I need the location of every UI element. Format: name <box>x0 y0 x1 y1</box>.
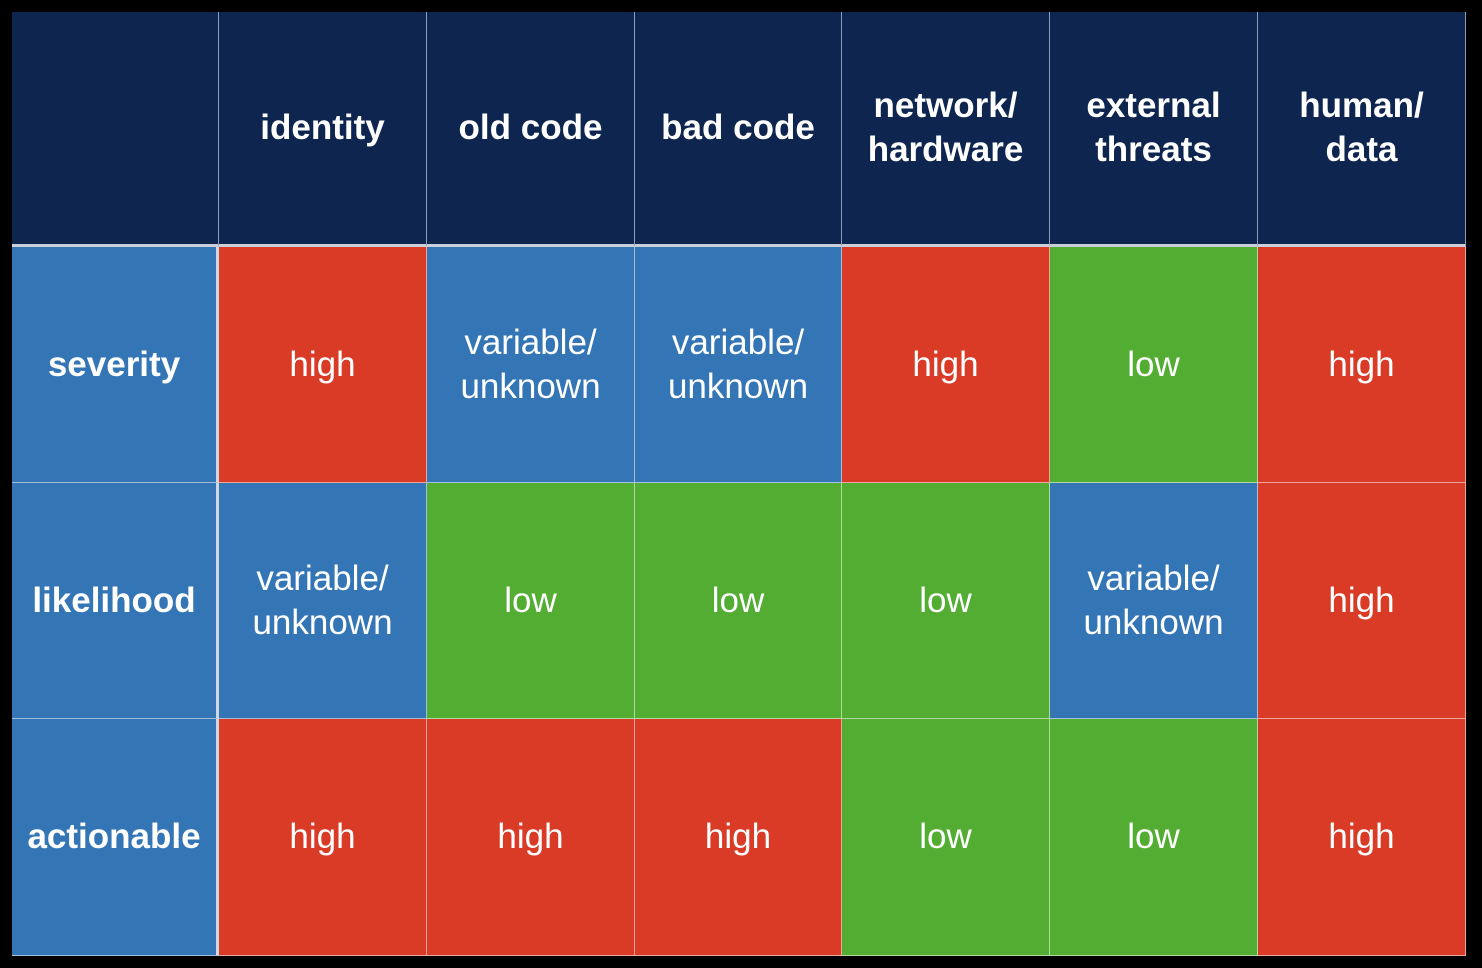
row-header-severity: severity <box>12 247 219 483</box>
cell-value: high <box>289 817 356 857</box>
cell-value: low <box>1127 817 1180 857</box>
table-cell: high <box>635 719 842 956</box>
cell-value: high <box>289 344 356 384</box>
cell-value: high <box>1328 817 1395 857</box>
row-header-likelihood: likelihood <box>12 483 219 719</box>
table-cell: high <box>219 719 427 956</box>
column-header-bad-code: bad code <box>635 12 842 247</box>
cell-value: high <box>704 817 772 857</box>
column-header-label: human/ data <box>1299 86 1424 169</box>
table-cell: low <box>842 483 1050 719</box>
cell-value: high <box>497 817 564 857</box>
column-header-old-code: old code <box>427 12 635 247</box>
table-cell: high <box>842 247 1050 483</box>
table-cell: high <box>1258 719 1466 956</box>
column-header-network-hardware: network/ hardware <box>842 12 1050 247</box>
table-cell: low <box>1050 719 1258 956</box>
cell-value: variable/ unknown <box>252 558 393 642</box>
column-header-external-threats: external threats <box>1050 12 1258 247</box>
column-header-label: old code <box>458 108 603 148</box>
column-header-label: external threats <box>1086 86 1221 169</box>
table-cell: high <box>1258 483 1466 719</box>
column-header-human-data: human/ data <box>1258 12 1466 247</box>
table-corner-cell <box>12 12 219 247</box>
cell-value: high <box>912 344 979 384</box>
cell-value: low <box>919 580 972 620</box>
cell-value: low <box>711 580 765 620</box>
table-cell: high <box>219 247 427 483</box>
table-cell: variable/ unknown <box>1050 483 1258 719</box>
table-cell: low <box>427 483 635 719</box>
cell-value: low <box>919 817 972 857</box>
cell-value: variable/ unknown <box>667 322 809 406</box>
table-cell: low <box>635 483 842 719</box>
table-cell: variable/ unknown <box>427 247 635 483</box>
column-header-label: network/ hardware <box>867 86 1024 169</box>
cell-value: variable/ unknown <box>460 322 601 406</box>
row-header-label: severity <box>47 344 181 384</box>
column-header-identity: identity <box>219 12 427 247</box>
column-header-label: identity <box>260 108 385 148</box>
cell-value: high <box>1328 580 1395 620</box>
table-cell: variable/ unknown <box>635 247 842 483</box>
table-cell: variable/ unknown <box>219 483 427 719</box>
cell-value: low <box>1127 344 1180 384</box>
row-header-label: actionable <box>27 817 201 857</box>
table-cell: low <box>842 719 1050 956</box>
table-cell: high <box>427 719 635 956</box>
cell-value: variable/ unknown <box>1083 558 1224 642</box>
column-header-label: bad code <box>661 108 815 148</box>
table-cell: low <box>1050 247 1258 483</box>
row-header-label: likelihood <box>32 580 196 620</box>
cell-value: high <box>1328 344 1395 384</box>
table-cell: high <box>1258 247 1466 483</box>
row-header-actionable: actionable <box>12 719 219 956</box>
risk-matrix-table: identity old code bad code network/ hard… <box>12 12 1466 956</box>
cell-value: low <box>504 580 557 620</box>
